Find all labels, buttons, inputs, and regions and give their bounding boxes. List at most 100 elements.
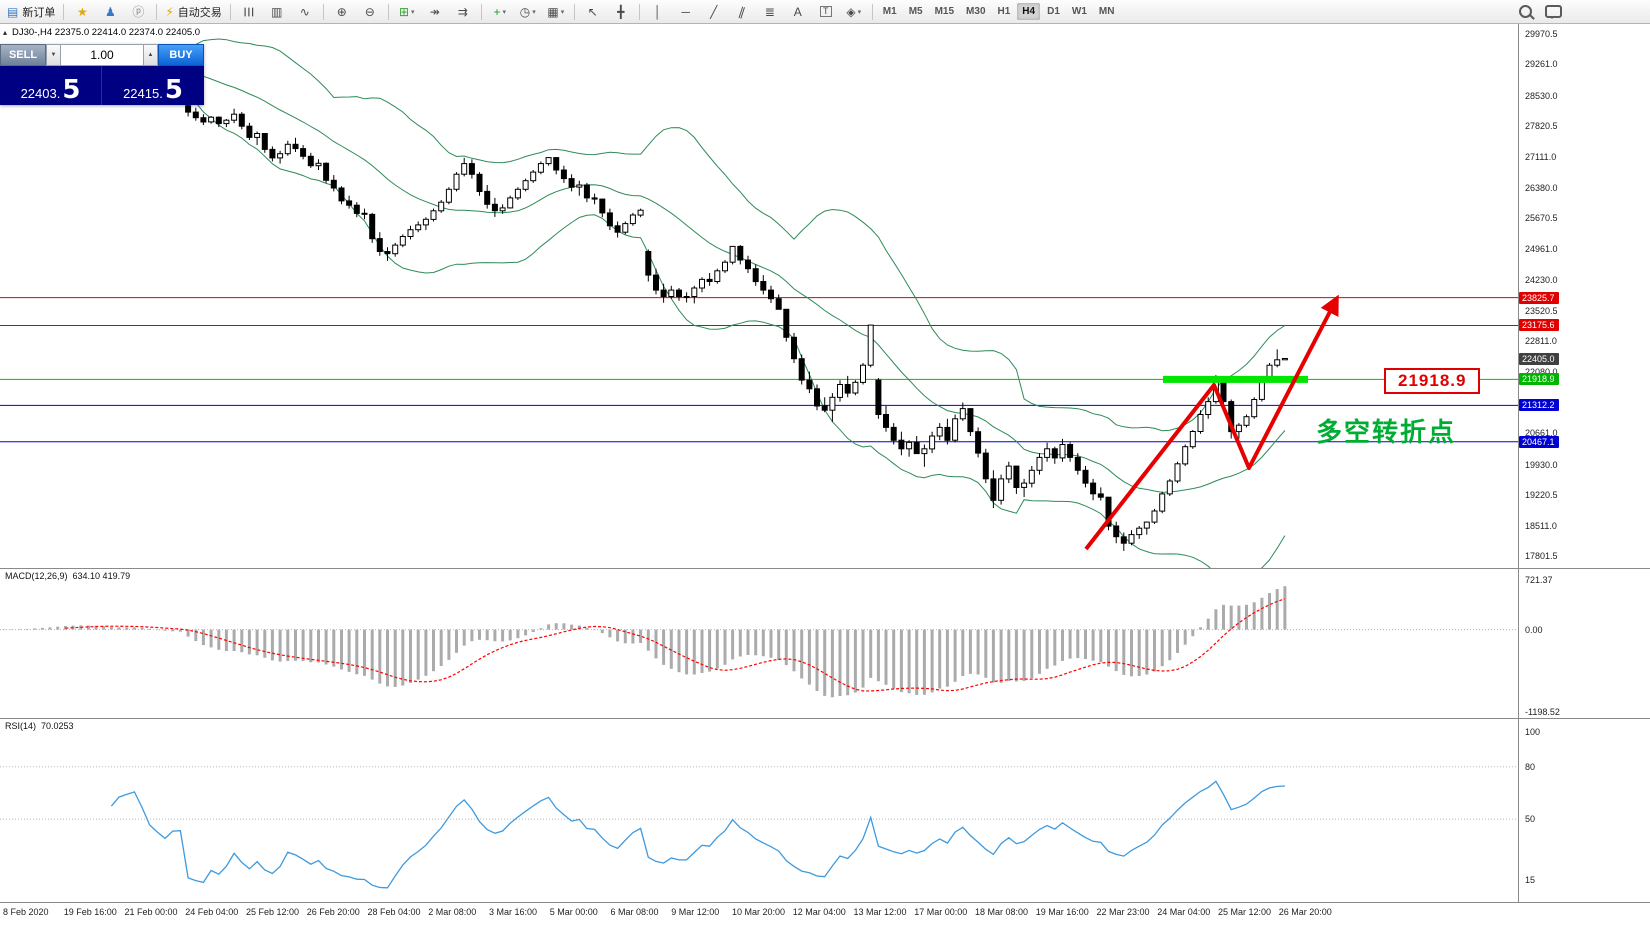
tile-windows-icon-caret[interactable]: ▾ [411,8,415,16]
periods-icon-caret[interactable]: ▾ [532,8,536,16]
macd-bar [570,624,574,630]
support-segment[interactable] [1163,375,1308,383]
main-chart-panel[interactable] [0,38,1518,577]
channel-icon[interactable]: ∥ [729,2,755,22]
timeframe-d1-button[interactable]: D1 [1047,6,1060,17]
templates-icon-caret[interactable]: ▾ [560,8,565,16]
price-axis[interactable]: 29970.5 29261.0 28530.0 27820.5 27111.0 26380… [1518,24,1650,903]
buy-price[interactable]: 22415. 5 [102,66,204,105]
macd-bar [1053,629,1057,666]
price-callout[interactable]: 21918.9 [1384,368,1481,394]
buy-price-pips: 5 [164,74,183,105]
zoom-in-icon[interactable]: ⊕ [329,2,355,22]
favorites-icon[interactable]: ★ [69,2,95,22]
volume-input[interactable] [61,44,143,66]
candle-body [1097,493,1104,498]
macd-bar [1107,629,1110,667]
macd-panel[interactable] [0,586,1518,698]
buy-button[interactable]: BUY [158,44,204,66]
price-tag: 23825.7 [1519,291,1559,304]
timeframe-h1-button[interactable]: H1 [997,6,1011,17]
rsi-label: RSI(14) 70.0253 [5,721,74,731]
rsi-panel[interactable] [0,766,1518,889]
templates-icon[interactable]: ▦ ▾ [543,2,569,22]
timeframe-m30-button[interactable]: M30 [966,6,986,17]
macd-bar [623,629,627,644]
candle-body [844,384,851,394]
timeframe-m5-button[interactable]: M5 [908,6,923,17]
tile-windows-icon-glyph: ⊞ [398,4,410,19]
macd-bar [117,627,121,630]
vertical-line-icon[interactable]: │ [645,2,671,22]
price-axis-label: 29261.0 [1525,59,1558,70]
candle-body [1021,482,1028,488]
community-icon[interactable]: ⓟ [125,2,151,22]
crosshair-icon-glyph: ╋ [617,4,625,19]
candle-body [1281,358,1288,361]
chat-button[interactable] [1540,2,1566,22]
bar-chart-icon[interactable]: ☰ [236,2,262,22]
candle-body [1005,465,1012,480]
price-axis-separator[interactable] [1518,24,1519,903]
text-icon[interactable]: A [785,2,811,22]
volume-increase-button[interactable]: ▲ [143,44,158,66]
candle-body [783,308,790,338]
periods-icon[interactable]: ◷ ▾ [515,2,541,22]
crosshair-icon[interactable]: ╋ [608,2,634,22]
profile-icon-glyph: ♟ [104,4,116,19]
sell-price[interactable]: 22403. 5 [0,66,102,105]
zoom-out-icon[interactable]: ⊖ [357,2,383,22]
rsi-panel-splitter[interactable] [0,718,1650,719]
timeframe-h4-button[interactable]: H4 [1017,3,1041,20]
horizontal-line-icon[interactable]: ─ [673,2,699,22]
auto-scroll-icon[interactable]: ↠ [422,2,448,22]
bollinger-upper[interactable] [3,38,1286,432]
timeframe-w1-button[interactable]: W1 [1071,6,1087,17]
macd-bar [148,628,152,630]
candlestick-chart-icon[interactable]: ▥ [264,2,290,22]
candle-body [1151,510,1158,523]
trendline-icon[interactable]: ╱ [701,2,727,22]
time-axis-label: 17 Mar 00:00 [914,907,968,917]
timeframe-m1-button[interactable]: M1 [882,6,897,17]
trend-arrows[interactable] [1084,294,1339,551]
time-axis[interactable]: 8 Feb 2020 19 Feb 16:00 21 Feb 00:00 24 Feb… [0,903,1650,927]
label-icon[interactable]: T [813,2,839,22]
macd-bar [1137,629,1141,676]
macd-bar [232,629,236,651]
macd-panel-splitter[interactable] [0,568,1650,569]
cursor-icon[interactable]: ↖ [580,2,606,22]
macd-bar [838,629,842,696]
macd-bar [631,629,635,644]
shapes-icon-caret[interactable]: ▾ [857,8,862,16]
one-click-toggle-icon[interactable]: ▴ [3,28,8,37]
candle-body [484,190,491,205]
chart-shift-icon[interactable]: ⇉ [450,2,476,22]
timeframe-m15-button[interactable]: M15 [934,6,955,17]
macd-bar [708,629,712,672]
tile-windows-icon[interactable]: ⊞ ▾ [394,2,420,22]
price-axis-label: 24961.0 [1525,243,1558,254]
volume-decrease-button[interactable]: ▼ [46,44,61,66]
auto-trading-button[interactable]: ⚡ 自动交易 [162,2,224,22]
sell-button[interactable]: SELL [0,44,46,66]
time-axis-label: 28 Feb 04:00 [367,907,421,917]
candle-body [959,408,966,420]
timeframe-mn-button[interactable]: MN [1098,6,1115,17]
candle-body [875,379,882,416]
profile-icon[interactable]: ♟ [97,2,123,22]
line-chart-icon[interactable]: ∿ [292,2,318,22]
indicators-icon[interactable]: + ▾ [487,2,513,22]
price-axis-label: 19220.5 [1525,490,1558,501]
annotation-note[interactable]: 多空转折点 [1316,417,1457,447]
new-order-button[interactable]: ▤ 新订单 [4,2,58,22]
shapes-icon[interactable]: ◈ ▾ [841,2,867,22]
macd-bar [1038,629,1041,674]
search-button[interactable] [1512,2,1538,22]
indicators-icon-caret[interactable]: ▾ [502,8,507,16]
time-axis-label: 8 Feb 2020 [3,907,49,917]
fibonacci-icon[interactable]: ≣ [757,2,783,22]
bollinger-middle[interactable] [3,66,1286,493]
auto-trading-button-label: 自动交易 [177,6,222,19]
